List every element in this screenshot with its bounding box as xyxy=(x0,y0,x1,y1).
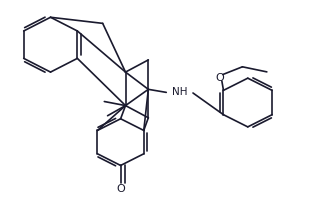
Text: O: O xyxy=(216,72,225,82)
Text: O: O xyxy=(116,183,125,193)
Text: NH: NH xyxy=(171,87,187,97)
